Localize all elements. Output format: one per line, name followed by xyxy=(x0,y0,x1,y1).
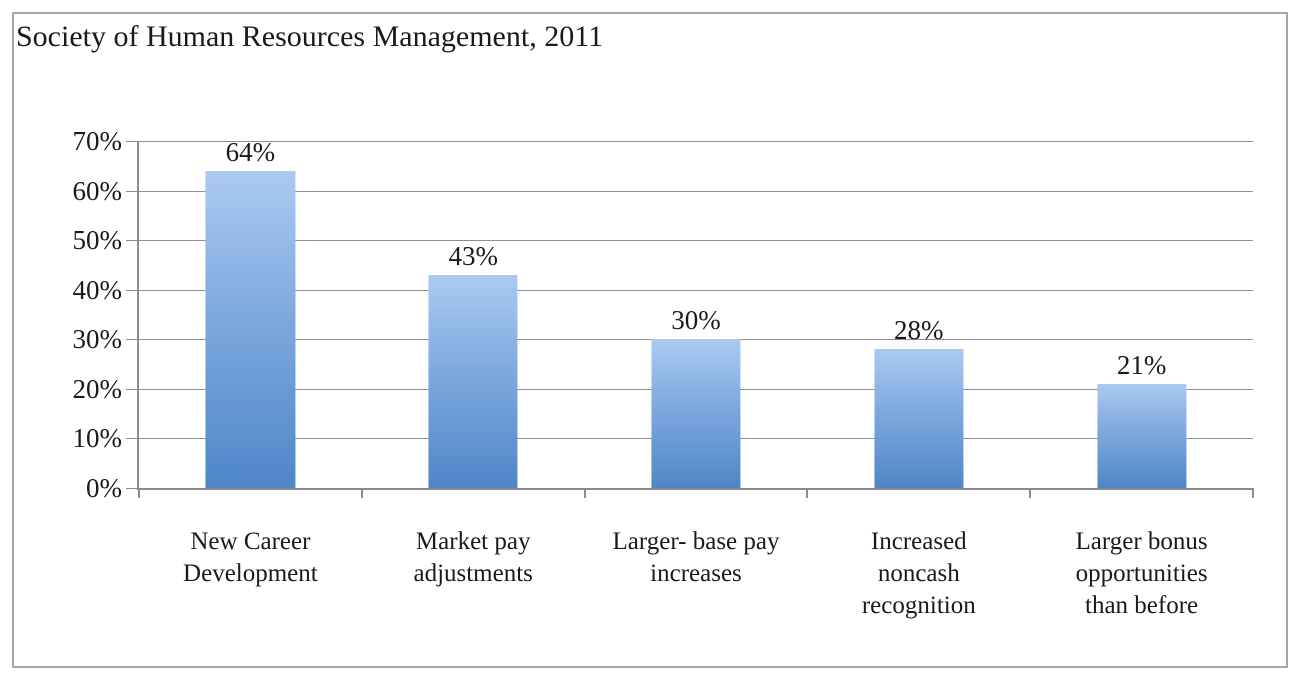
category-label: Increased noncash recognition xyxy=(861,528,976,619)
x-axis-tick xyxy=(806,488,809,498)
y-axis-label: 50% xyxy=(72,225,123,256)
bar-value-label: 43% xyxy=(448,240,498,271)
category-label: Larger- base pay increases xyxy=(612,528,780,587)
category-label: Market pay adjustments xyxy=(413,528,533,587)
x-axis-tick xyxy=(1029,488,1032,498)
bar xyxy=(1097,383,1187,488)
bar-column: 21% Larger bonus opportunities than befor… xyxy=(1030,141,1253,619)
y-axis-tick xyxy=(126,190,139,192)
y-axis-tick xyxy=(126,438,139,440)
gridline xyxy=(139,240,1253,242)
y-axis-tick xyxy=(126,488,139,489)
y-axis-tick xyxy=(126,388,139,390)
y-axis-tick xyxy=(126,289,139,291)
x-axis-tick xyxy=(360,488,363,498)
chart-title: Society of Human Resources Management, 2… xyxy=(16,20,604,53)
bar xyxy=(651,339,741,488)
bar-value-label: 30% xyxy=(671,305,721,336)
y-axis-label: 40% xyxy=(72,274,123,305)
gridline xyxy=(139,141,1253,142)
y-axis-label: 10% xyxy=(72,423,123,454)
y-axis-label: 30% xyxy=(72,324,123,355)
y-axis-label: 20% xyxy=(72,373,123,404)
bar-column: 28% Increased noncash recognition xyxy=(807,141,1030,619)
y-axis-label: 70% xyxy=(72,126,123,156)
bar-column: 30% Larger- base pay increases xyxy=(585,141,808,587)
gridline xyxy=(139,190,1253,192)
x-axis-tick xyxy=(583,488,586,498)
y-axis-tick xyxy=(126,141,139,142)
bar-column: 43% Market pay adjustments xyxy=(362,141,585,587)
bar-value-label: 28% xyxy=(894,315,944,346)
bar xyxy=(874,349,964,488)
gridline xyxy=(139,289,1253,291)
y-axis-label: 0% xyxy=(86,473,122,503)
plot-area: 0% 10% 20% 30% 40% 50% 60% 70% 64% New Career Dev… xyxy=(73,126,1254,619)
bar-value-label: 21% xyxy=(1116,349,1167,380)
bar xyxy=(205,170,295,488)
category-label: Larger bonus opportunities than before xyxy=(1075,528,1208,619)
y-axis-tick xyxy=(126,240,139,242)
y-axis-tick xyxy=(126,339,139,341)
bar-value-label: 64% xyxy=(225,136,276,167)
y-axis-label: 60% xyxy=(72,175,123,206)
category-label: New Career Development xyxy=(183,528,318,587)
chart-frame: Society of Human Resources Management, 2… xyxy=(12,12,1288,668)
bar-column: 64% New Career Development xyxy=(139,137,362,587)
bar xyxy=(428,274,518,488)
x-axis-tick xyxy=(138,488,140,498)
x-axis-tick xyxy=(1252,488,1254,498)
